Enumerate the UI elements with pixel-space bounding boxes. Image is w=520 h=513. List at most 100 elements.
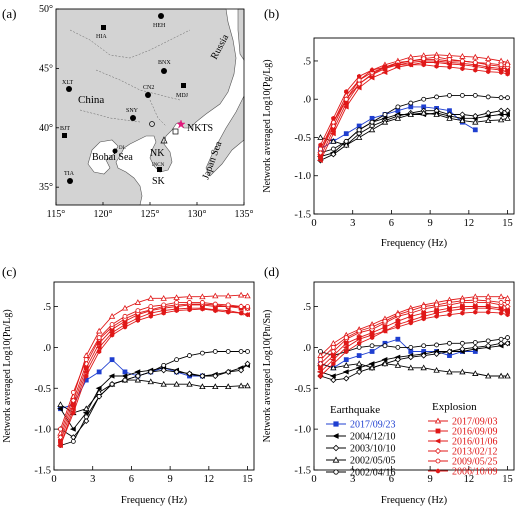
data-point-square xyxy=(109,357,115,363)
data-point-circle xyxy=(199,300,205,305)
data-point-square xyxy=(435,428,441,434)
data-point-hex xyxy=(447,64,452,70)
data-point-hex xyxy=(421,62,426,68)
data-point-hex xyxy=(434,63,439,69)
station-marker xyxy=(145,92,151,98)
panel-label-b: (b) xyxy=(264,6,279,21)
legend-entry: 2004/12/10 xyxy=(326,432,396,443)
data-point-circle xyxy=(225,349,231,354)
plot-frame xyxy=(313,281,515,471)
data-point-circle xyxy=(395,104,401,110)
station-marker xyxy=(112,148,118,154)
data-point-circle xyxy=(369,119,375,125)
station-dl: DL xyxy=(112,146,126,154)
x-tick-label: 12 xyxy=(204,474,215,485)
legend-entry: 2009/05/25 xyxy=(428,457,498,468)
x-tick-label: 9 xyxy=(428,218,433,229)
data-point-hex xyxy=(161,310,166,316)
series-line xyxy=(320,54,508,153)
data-point-circle xyxy=(435,458,441,464)
region-nk: NK xyxy=(150,148,165,159)
data-point-hex xyxy=(331,115,336,121)
station-xlt: XLT xyxy=(62,80,73,92)
data-point-tri-left xyxy=(434,438,441,444)
data-point-square xyxy=(122,369,128,375)
data-point-tri-left xyxy=(355,365,362,371)
data-point-hex xyxy=(200,306,205,312)
data-point-hex xyxy=(331,361,336,367)
data-point-square xyxy=(369,115,375,121)
data-point-circle xyxy=(434,302,439,308)
panel-label-a: (a) xyxy=(2,6,16,21)
data-point-hex xyxy=(395,62,401,68)
test-site-label: NKTS xyxy=(187,123,213,134)
data-point-triangle xyxy=(95,327,103,334)
station-cn2: CN2 xyxy=(143,85,154,98)
data-point-tri-left xyxy=(381,69,388,76)
data-point-hex xyxy=(486,69,491,75)
station-label: TIA xyxy=(64,171,75,177)
x-tick-label: 15 xyxy=(502,218,513,229)
station-square-marker xyxy=(181,83,186,88)
data-point-tri-left xyxy=(342,369,349,375)
station-marker xyxy=(130,115,136,121)
data-point-hex xyxy=(369,67,375,73)
map-lon-tick-label: 125° xyxy=(141,209,160,220)
station-label: BNX xyxy=(158,60,171,66)
series-line xyxy=(60,304,248,442)
data-point-tri-left xyxy=(471,63,478,69)
data-point-tri-left xyxy=(329,357,336,363)
data-point-hex xyxy=(382,64,388,70)
data-point-circle xyxy=(459,58,465,64)
data-point-diamond xyxy=(446,348,453,355)
data-point-circle xyxy=(58,426,63,432)
legend-label: 2002/04/16 xyxy=(350,468,396,479)
data-point-circle xyxy=(421,96,427,102)
data-point-diamond xyxy=(212,372,219,380)
data-point-circle xyxy=(447,92,452,98)
data-point-triangle xyxy=(459,368,466,375)
data-point-tri-left xyxy=(368,361,375,367)
data-point-tri-left xyxy=(445,307,452,314)
data-point-circle xyxy=(382,112,388,117)
data-point-circle xyxy=(505,300,510,305)
legend-entry: 2013/02/12 xyxy=(428,447,498,458)
data-point-square xyxy=(343,357,349,363)
data-point-hex xyxy=(356,73,362,79)
data-point-triangle xyxy=(317,134,324,140)
data-point-circle xyxy=(122,313,128,319)
station-square-marker xyxy=(62,133,67,138)
data-point-tri-left xyxy=(497,111,504,118)
data-point-circle xyxy=(472,92,478,98)
data-point-hex xyxy=(395,324,401,330)
data-point-hex xyxy=(408,62,413,68)
station-label: MDJ xyxy=(176,93,189,99)
data-point-hex xyxy=(408,320,413,326)
series-line xyxy=(320,56,508,150)
data-point-circle xyxy=(498,336,504,342)
data-point-circle xyxy=(174,357,179,363)
data-point-hex xyxy=(71,410,76,416)
data-point-hex xyxy=(505,71,510,77)
data-point-triangle xyxy=(497,372,505,379)
data-point-triangle xyxy=(173,294,180,300)
data-point-circle xyxy=(238,304,244,309)
data-point-tri-left xyxy=(69,426,76,432)
data-point-tri-left xyxy=(342,104,349,110)
x-axis-label: Frequency (Hz) xyxy=(381,238,448,249)
station-label: HIA xyxy=(96,34,107,40)
data-point-diamond xyxy=(356,368,363,375)
data-point-triangle xyxy=(472,370,479,376)
y-axis-label: Network averaged Log10(Pn/Sn) xyxy=(262,310,273,443)
data-point-hex xyxy=(356,340,362,346)
data-point-triangle xyxy=(420,109,427,116)
y-tick-label: -0.5 xyxy=(294,133,311,144)
series-explosion xyxy=(58,300,250,432)
data-point-hex xyxy=(245,312,250,318)
legend-label: 2017/09/03 xyxy=(452,417,498,428)
data-point-hex xyxy=(58,443,63,448)
series-line xyxy=(320,110,508,161)
y-tick-label: -0.5 xyxy=(294,384,311,395)
station-marker xyxy=(158,13,164,19)
data-point-triangle xyxy=(394,362,402,368)
